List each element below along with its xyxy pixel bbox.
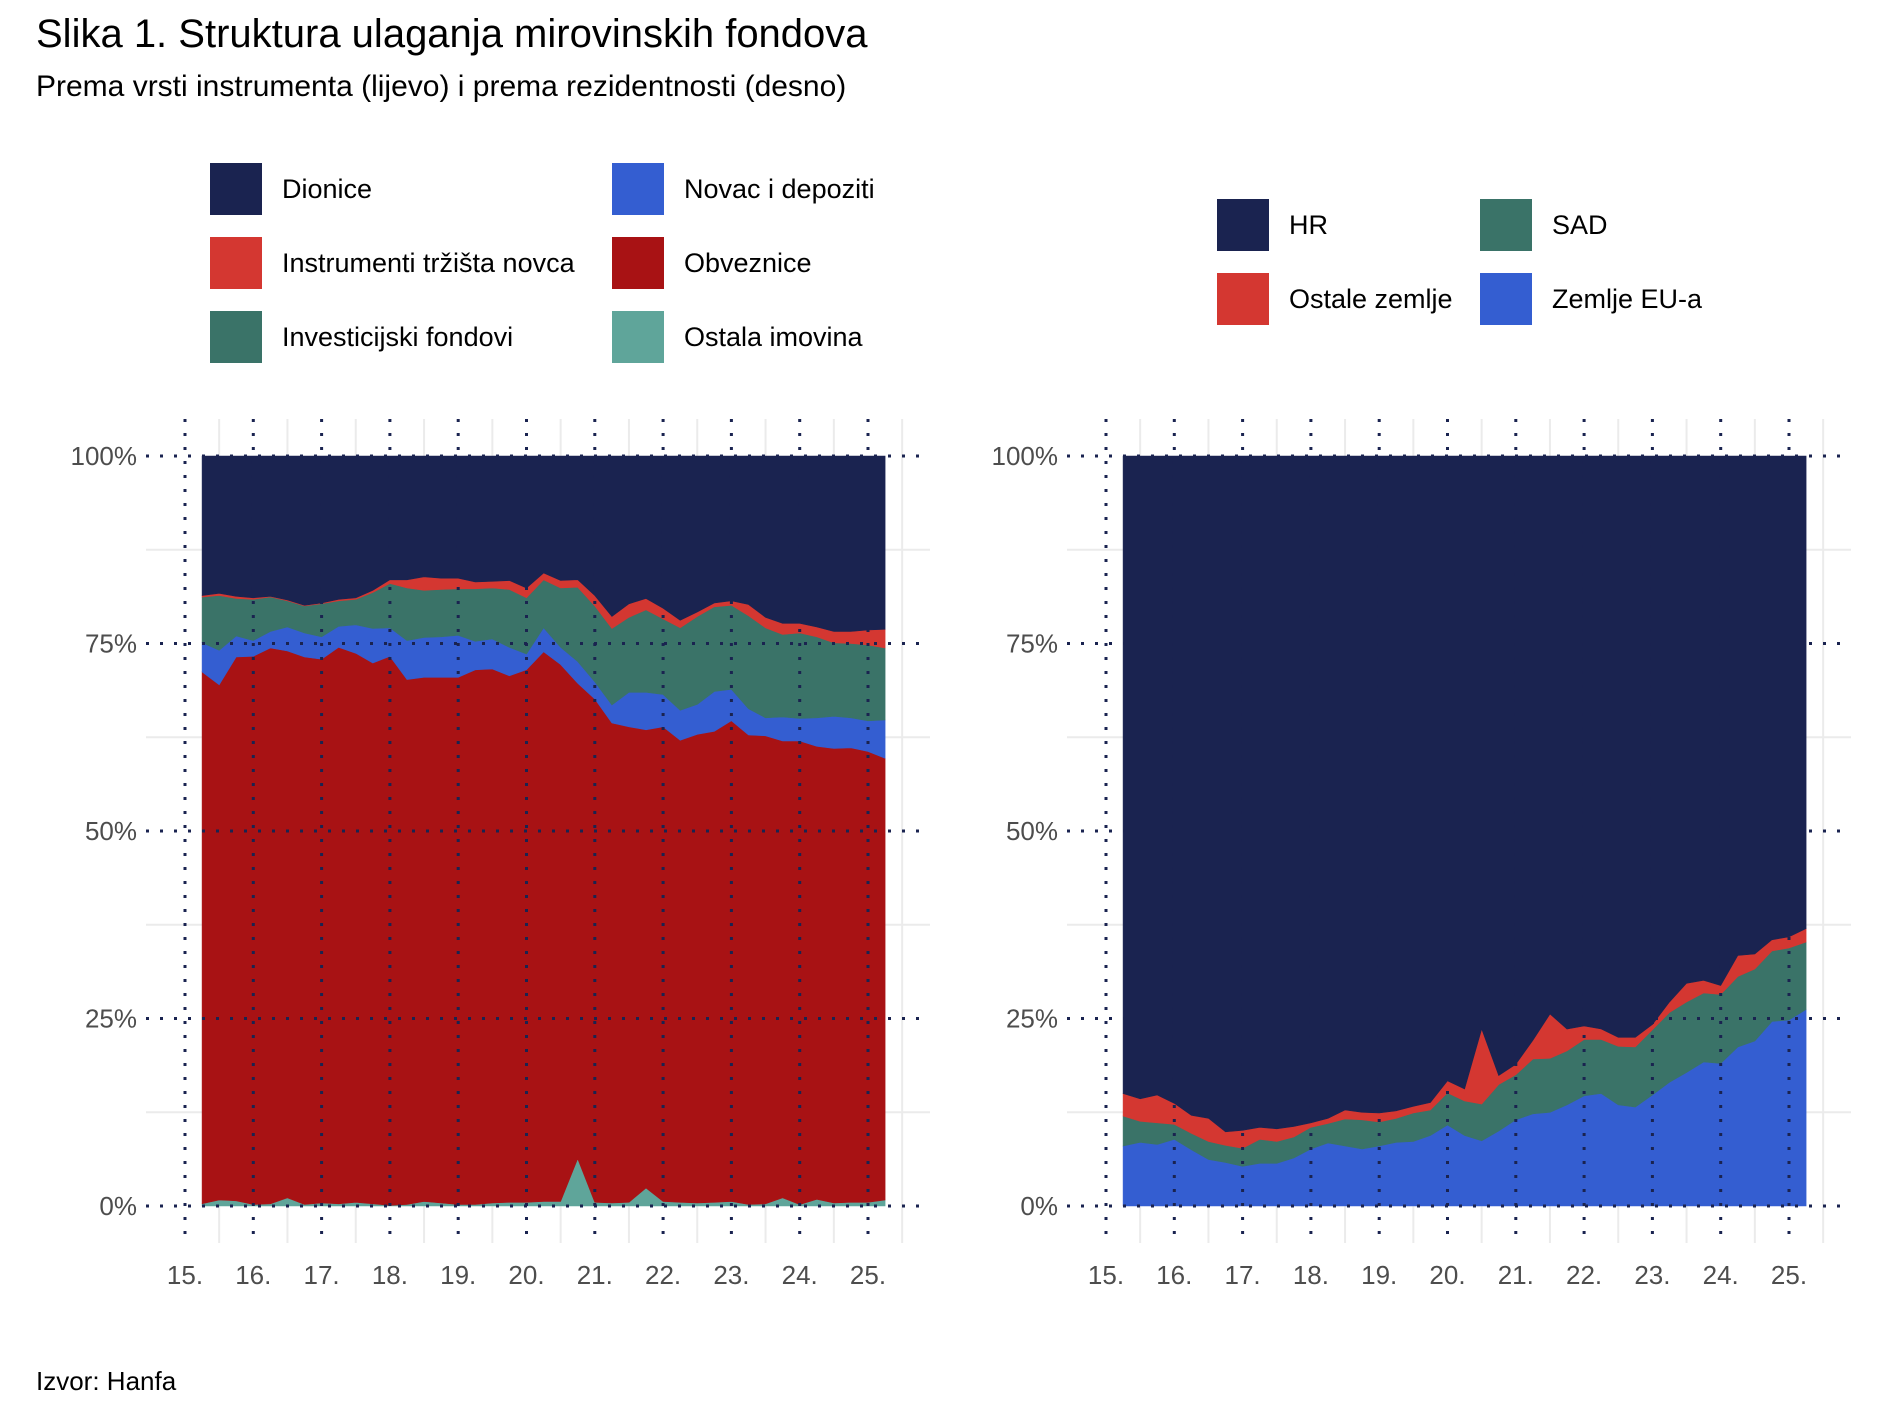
area-dionice [201, 455, 886, 632]
legend-label-sad: SAD [1552, 209, 1608, 240]
x-tick-label: 18. [1293, 1260, 1329, 1290]
y-tick-label: 25% [1006, 1004, 1058, 1034]
x-tick-label: 23. [1634, 1260, 1670, 1290]
x-tick-label: 24. [1703, 1260, 1739, 1290]
legend-label-ostale-zemlje: Ostale zemlje [1289, 283, 1453, 314]
x-tick-label: 17. [1225, 1260, 1261, 1290]
legend-item-zemlje-eu: Zemlje EU-a [1480, 273, 1702, 325]
x-tick-label: 18. [372, 1260, 408, 1290]
legend-item-novac: Novac i depoziti [612, 163, 875, 215]
x-tick-label: 19. [440, 1260, 476, 1290]
x-tick-label: 21. [577, 1260, 613, 1290]
legend-item-hr: HR [1217, 199, 1328, 251]
chart-instrument-type: 0% 25% 50% 75% 100% 15. 16. 17. 18. 19. 20. 21. 22. 2… [71, 419, 930, 1290]
area-hr [1122, 455, 1807, 1133]
legend-label-novac: Novac i depoziti [684, 173, 875, 204]
x-tick-label: 25. [850, 1260, 886, 1290]
y-tick-label: 75% [1006, 629, 1058, 659]
legend-label-hr: HR [1289, 209, 1328, 240]
x-tick-label: 21. [1498, 1260, 1534, 1290]
legend-item-obveznice: Obveznice [612, 237, 812, 289]
legend-swatch-zemlje-eu [1480, 273, 1532, 325]
legend-item-ostale-zemlje: Ostale zemlje [1217, 273, 1453, 325]
legend-item-investicijski: Investicijski fondovi [210, 311, 513, 363]
y-tick-label: 75% [85, 629, 137, 659]
legend-swatch-instrumenti [210, 237, 262, 289]
x-tick-label: 20. [508, 1260, 544, 1290]
legend-label-investicijski: Investicijski fondovi [282, 321, 514, 352]
legend-label-dionice: Dionice [282, 173, 373, 204]
x-tick-label: 24. [782, 1260, 818, 1290]
figure-title: Slika 1. Struktura ulaganja mirovinskih … [36, 12, 868, 56]
x-tick-label: 20. [1429, 1260, 1465, 1290]
x-tick-label: 25. [1771, 1260, 1807, 1290]
legend-swatch-obveznice [612, 237, 664, 289]
legend-label-obveznice: Obveznice [684, 247, 812, 278]
y-tick-label: 25% [85, 1004, 137, 1034]
y-tick-label: 0% [99, 1191, 137, 1221]
legend-swatch-investicijski [210, 311, 262, 363]
legend-swatch-dionice [210, 163, 262, 215]
legend-swatch-sad [1480, 199, 1532, 251]
legend-label-ostala: Ostala imovina [684, 321, 863, 352]
legend-item-sad: SAD [1480, 199, 1608, 251]
source-note: Izvor: Hanfa [36, 1366, 177, 1396]
x-tick-label: 22. [645, 1260, 681, 1290]
x-tick-label: 19. [1361, 1260, 1397, 1290]
x-tick-label: 16. [235, 1260, 271, 1290]
y-tick-label: 0% [1020, 1191, 1058, 1221]
x-tick-label: 15. [167, 1260, 203, 1290]
legend-item-instrumenti: Instrumenti tržišta novca [210, 237, 575, 289]
x-tick-label: 23. [713, 1260, 749, 1290]
legend-item-dionice: Dionice [210, 163, 372, 215]
legend-label-instrumenti: Instrumenti tržišta novca [282, 247, 575, 278]
x-tick-label: 16. [1156, 1260, 1192, 1290]
legend-label-zemlje-eu: Zemlje EU-a [1552, 283, 1703, 314]
x-tick-label: 17. [304, 1260, 340, 1290]
y-tick-label: 100% [992, 441, 1059, 471]
legend-swatch-ostale-zemlje [1217, 273, 1269, 325]
legend-swatch-novac [612, 163, 664, 215]
y-tick-label: 100% [71, 441, 138, 471]
chart-residency: 0% 25% 50% 75% 100% 15. 16. 17. 18. 19. 20. 21. 22. 2… [992, 419, 1851, 1290]
y-tick-label: 50% [1006, 816, 1058, 846]
x-tick-label: 22. [1566, 1260, 1602, 1290]
y-tick-label: 50% [85, 816, 137, 846]
legend-swatch-hr [1217, 199, 1269, 251]
legend-swatch-ostala [612, 311, 664, 363]
figure-subtitle: Prema vrsti instrumenta (lijevo) i prema… [36, 70, 847, 103]
legend-item-ostala: Ostala imovina [612, 311, 863, 363]
x-tick-label: 15. [1088, 1260, 1124, 1290]
